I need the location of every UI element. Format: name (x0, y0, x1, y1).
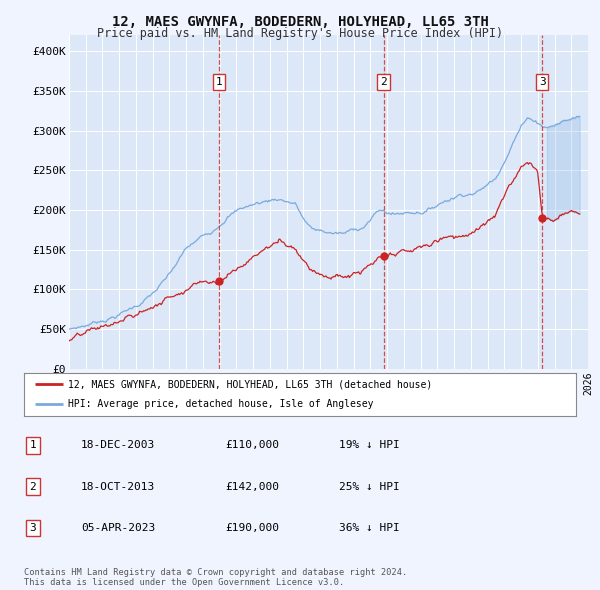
Text: 12, MAES GWYNFA, BODEDERN, HOLYHEAD, LL65 3TH (detached house): 12, MAES GWYNFA, BODEDERN, HOLYHEAD, LL6… (68, 379, 433, 389)
Text: Price paid vs. HM Land Registry's House Price Index (HPI): Price paid vs. HM Land Registry's House … (97, 27, 503, 40)
Text: 25% ↓ HPI: 25% ↓ HPI (339, 482, 400, 491)
Text: 3: 3 (539, 77, 545, 87)
Text: 18-DEC-2003: 18-DEC-2003 (81, 441, 155, 450)
Text: 18-OCT-2013: 18-OCT-2013 (81, 482, 155, 491)
Text: 12, MAES GWYNFA, BODEDERN, HOLYHEAD, LL65 3TH: 12, MAES GWYNFA, BODEDERN, HOLYHEAD, LL6… (112, 15, 488, 29)
Text: 2: 2 (29, 482, 37, 491)
Text: HPI: Average price, detached house, Isle of Anglesey: HPI: Average price, detached house, Isle… (68, 399, 374, 409)
Text: 1: 1 (215, 77, 223, 87)
Text: 1: 1 (29, 441, 37, 450)
Text: £110,000: £110,000 (225, 441, 279, 450)
Text: 36% ↓ HPI: 36% ↓ HPI (339, 523, 400, 533)
Text: 2: 2 (380, 77, 387, 87)
Text: £142,000: £142,000 (225, 482, 279, 491)
Text: Contains HM Land Registry data © Crown copyright and database right 2024.
This d: Contains HM Land Registry data © Crown c… (24, 568, 407, 587)
Text: 05-APR-2023: 05-APR-2023 (81, 523, 155, 533)
Text: 19% ↓ HPI: 19% ↓ HPI (339, 441, 400, 450)
Text: 3: 3 (29, 523, 37, 533)
Text: £190,000: £190,000 (225, 523, 279, 533)
